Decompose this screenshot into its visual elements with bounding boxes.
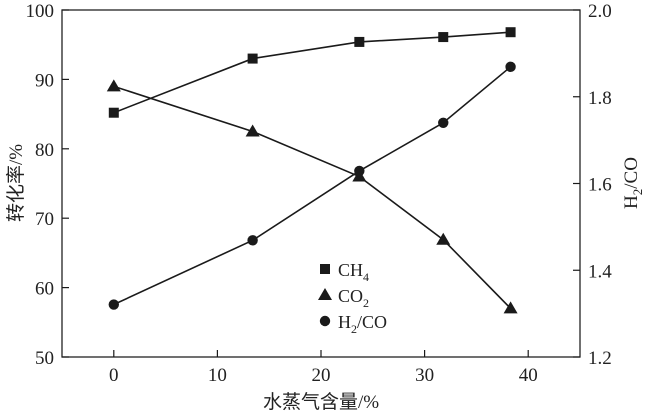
y-ticks: 50 60 70 80 90 100 [26, 1, 69, 369]
legend-marker-co2 [318, 288, 332, 300]
legend-label-rest: /CO [357, 312, 387, 332]
y-tick-label: 70 [35, 209, 54, 230]
legend-label-co2: CO2 [338, 286, 369, 310]
y2-tick-label: 1.2 [588, 348, 612, 369]
y-tick-label: 80 [35, 140, 54, 161]
legend-label-h2-co: H2/CO [338, 312, 387, 336]
y2-tick-label: 1.6 [588, 175, 612, 196]
legend-item-h2-co: H2/CO [319, 312, 387, 336]
legend-subscript: 2 [363, 296, 369, 310]
data-point-ch4 [108, 107, 119, 118]
y2-axis-label: H2/CO [621, 157, 645, 209]
data-point-ch4 [505, 27, 516, 38]
legend-subscript: 4 [363, 270, 369, 284]
y2-label-rest: /CO [621, 157, 642, 189]
x-tick-label: 0 [109, 365, 119, 386]
data-point-h2-co [247, 235, 258, 246]
data-point-ch4 [354, 36, 365, 47]
y2-tick-label: 1.4 [588, 261, 612, 282]
legend-label-ch4: CH4 [338, 260, 369, 284]
plot-frame [61, 9, 581, 358]
series-group [106, 27, 518, 314]
y-tick-label: 50 [35, 348, 54, 369]
legend-item-ch4: CH4 [320, 260, 369, 284]
x-tick-label: 30 [415, 365, 434, 386]
legend-subscript: 2 [351, 322, 357, 336]
x-axis-label: 水蒸气含量/% [263, 391, 379, 413]
data-point-ch4 [438, 32, 449, 43]
y2-ticks: 1.2 1.4 1.6 1.8 2.0 [573, 1, 612, 369]
series-ch4 [108, 27, 516, 118]
series-line-co2 [113, 85, 512, 309]
legend-marker-h2-co [319, 315, 331, 327]
series-line-ch4 [113, 31, 511, 114]
x-ticks: 0 10 20 30 40 [109, 350, 538, 386]
y-axis-label: 转化率/% [5, 144, 27, 222]
legend-marker-ch4 [320, 264, 330, 274]
data-point-co2 [245, 124, 260, 137]
data-point-co2 [106, 79, 121, 92]
data-point-h2-co [354, 165, 365, 177]
data-point-co2 [503, 301, 518, 314]
y-tick-label: 90 [35, 70, 54, 91]
x-tick-label: 10 [208, 365, 227, 386]
x-tick-label: 40 [519, 365, 538, 386]
y-tick-label: 100 [26, 1, 55, 22]
data-point-h2-co [438, 117, 449, 128]
legend-item-co2: CO2 [318, 286, 369, 310]
data-point-h2-co [108, 299, 120, 310]
data-point-ch4 [247, 53, 258, 64]
series-co2 [106, 79, 518, 314]
y2-tick-label: 2.0 [588, 1, 612, 22]
x-tick-label: 20 [312, 365, 331, 386]
series-h2-co [108, 61, 516, 310]
y-tick-label: 60 [35, 279, 54, 300]
y2-label-sub: 2 [630, 189, 645, 196]
series-line-h2-co [113, 66, 512, 306]
data-point-co2 [436, 232, 451, 245]
data-point-h2-co [505, 61, 516, 73]
y2-tick-label: 1.8 [588, 88, 612, 109]
